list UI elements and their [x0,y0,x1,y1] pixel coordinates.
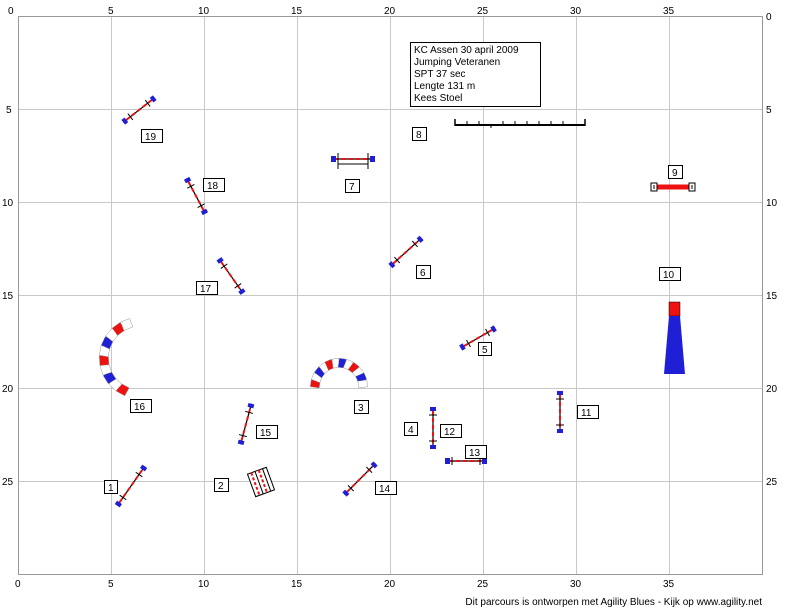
field-frame [18,16,763,575]
x-tick-top-5: 5 [108,6,114,17]
svg-text:1: 1 [108,483,114,494]
svg-text:4: 4 [408,425,414,436]
svg-text:15: 15 [260,428,272,439]
svg-text:17: 17 [200,284,212,295]
x-tick-bottom-10: 10 [198,579,210,590]
y-tick-left-25: 25 [2,477,14,488]
tunnel-16 [99,318,134,397]
jump-1 [114,464,148,508]
y-tick-left-10: 10 [2,198,14,209]
x-tick-bottom-0: 0 [15,579,21,590]
jump-14 [342,461,378,497]
jump-19 [121,95,157,125]
jump-13 [445,457,487,465]
number-label-12: 12 [440,424,462,438]
svg-text:12: 12 [444,427,456,438]
jump-18 [183,176,209,216]
x-tick-top-25: 25 [477,6,489,17]
jump-17 [216,257,246,295]
y-tick-right-15: 15 [766,291,778,302]
svg-text:5: 5 [482,345,488,356]
svg-text:11: 11 [581,408,592,419]
number-label-9: 9 [668,165,683,179]
footer-credit: Dit parcours is ontworpen met Agility Bl… [465,597,762,608]
number-label-14: 14 [375,481,397,495]
svg-text:6: 6 [420,268,426,279]
jump-5 [459,325,497,351]
jump-11 [556,391,564,433]
number-label-13: 13 [465,445,487,459]
chute-10 [664,301,685,374]
jump-15 [237,402,255,446]
number-label-3: 3 [354,400,369,414]
jump-2 [246,466,276,498]
number-label-18: 18 [203,178,225,192]
x-tick-bottom-30: 30 [570,579,582,590]
y-tick-left-5: 5 [6,105,12,116]
y-axis-right: 0 5 10 15 20 25 [766,12,778,488]
number-label-15: 15 [256,425,278,439]
x-tick-top-15: 15 [291,6,303,17]
info-length: Lengte 131 m [414,81,475,92]
y-tick-right-5: 5 [766,105,772,116]
obstacle-numbers: 1 2 3 4 5 6 7 8 9 10 11 12 13 14 15 16 1… [104,127,683,495]
number-label-10: 10 [659,267,681,281]
y-tick-left-15: 15 [2,291,14,302]
jump-12 [429,407,437,449]
x-tick-bottom-5: 5 [108,579,114,590]
x-axis-bottom: 0 5 10 15 20 25 30 35 [15,579,675,590]
number-label-16: 16 [130,399,152,413]
x-tick-top-20: 20 [384,6,396,17]
x-tick-bottom-25: 25 [477,579,489,590]
jump-7 [331,153,375,169]
number-label-17: 17 [196,281,218,295]
x-tick-top-35: 35 [663,6,675,17]
svg-text:9: 9 [672,168,678,179]
number-label-2: 2 [214,478,229,492]
number-label-8: 8 [412,127,427,141]
x-tick-top-10: 10 [198,6,210,17]
y-axis-left: 5 10 15 20 25 [2,105,14,488]
number-label-1: 1 [104,480,118,494]
number-label-11: 11 [577,405,599,419]
x-axis-top: 0 5 10 15 20 25 30 35 [8,6,675,17]
number-label-4: 4 [404,422,418,436]
x-tick-top-30: 30 [570,6,582,17]
info-event: KC Assen 30 april 2009 [414,45,519,56]
course-info-box: KC Assen 30 april 2009 Jumping Veteranen… [410,42,541,107]
info-class: Jumping Veteranen [414,57,500,68]
number-label-6: 6 [416,265,431,279]
x-tick-bottom-20: 20 [384,579,396,590]
y-tick-right-20: 20 [766,384,778,395]
svg-text:18: 18 [207,181,219,192]
y-tick-right-0: 0 [766,12,772,23]
tunnel-3 [310,358,368,389]
svg-text:3: 3 [358,403,364,414]
svg-text:10: 10 [663,270,675,281]
y-tick-left-20: 20 [2,384,14,395]
x-tick-bottom-35: 35 [663,579,675,590]
y-tick-right-10: 10 [766,198,778,209]
svg-text:14: 14 [379,484,391,495]
jump-6 [388,235,424,269]
info-judge: Kees Stoel [414,93,462,104]
svg-text:16: 16 [134,402,146,413]
svg-text:13: 13 [469,448,481,459]
jump-9 [650,182,696,192]
x-tick-bottom-15: 15 [291,579,303,590]
x-tick-top-0: 0 [8,6,14,17]
info-spt: SPT 37 sec [414,69,466,80]
svg-text:2: 2 [218,481,224,492]
number-label-7: 7 [345,179,360,193]
svg-text:7: 7 [349,182,355,193]
number-label-5: 5 [478,342,492,356]
dogwalk-8 [454,119,586,128]
svg-text:19: 19 [145,132,157,143]
svg-text:8: 8 [416,130,422,141]
y-tick-right-25: 25 [766,477,778,488]
number-label-19: 19 [141,129,163,143]
